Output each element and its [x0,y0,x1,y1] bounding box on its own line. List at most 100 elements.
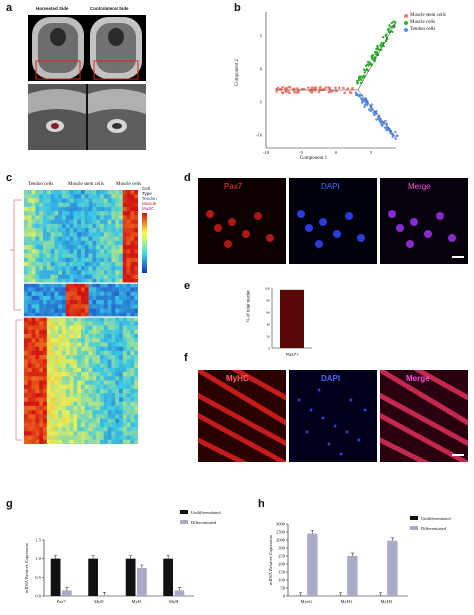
heatmap-cell [100,207,104,212]
heatmap-cell [58,342,62,347]
heatmap-cell [130,431,134,436]
heatmap-cell [35,347,39,352]
heatmap-cell [100,228,104,233]
heatmap-cell [104,215,108,220]
heatmap-cell [123,347,127,352]
heatmap-cell [54,342,58,347]
heatmap-cell [100,406,104,411]
heatmap-cell [134,402,138,407]
heatmap-cell [77,372,81,377]
heatmap-cell [62,359,66,364]
heatmap-cell [123,258,127,263]
heatmap-cell [39,389,43,394]
heatmap-cell [62,423,66,428]
heatmap-cell [24,292,28,297]
heatmap-cell [43,304,47,309]
heatmap-cell [108,266,112,271]
heatmap-cell [70,309,74,314]
heatmap-cell [66,368,70,373]
heatmap-cell [96,397,100,402]
heatmap-cell [111,406,115,411]
heatmap-cell [127,203,131,208]
heatmap-cell [43,194,47,199]
heatmap-cell [92,270,96,275]
heatmap-cell [32,309,36,314]
heatmap-cell [134,325,138,330]
heatmap-cell [81,232,85,237]
heatmap-cell [115,414,119,419]
heatmap-cell [77,232,81,237]
heatmap-cell [115,249,119,254]
heatmap-cell [92,287,96,292]
heatmap-cell [35,342,39,347]
heatmap-cell [119,406,123,411]
heatmap-cell [43,359,47,364]
heatmap-cell [111,317,115,322]
heatmap-cell [28,385,32,390]
stem-cell-point [334,86,337,89]
heatmap-cell [47,410,51,415]
heatmap-cell [47,194,51,199]
panel-label-f: f [184,352,188,364]
heatmap-cell [39,325,43,330]
heatmap-cell [130,393,134,398]
heatmap-cell [51,342,55,347]
heatmap-cell [35,364,39,369]
panel-label-g: g [6,498,13,510]
heatmap-cell [58,355,62,360]
heatmap-cell [47,393,51,398]
heatmap-cell [35,389,39,394]
heatmap-cell [96,368,100,373]
heatmap-cell [28,270,32,275]
heatmap-cell [73,254,77,259]
stem-cell-point [342,87,345,90]
tendon-cell-point [364,101,366,103]
heatmap-cell [73,262,77,267]
heatmap-cell [100,440,104,444]
heatmap-cell [54,296,58,301]
heatmap-cell [100,215,104,220]
heatmap-cell [92,410,96,415]
heatmap-cell [70,249,74,254]
e-xtick: Pax7+ [286,352,299,357]
heatmap-cell [127,427,131,432]
heatmap-cell [92,211,96,216]
heatmap-cell [70,393,74,398]
heatmap-cell [47,364,51,369]
heatmap-cell [35,254,39,259]
heatmap-cell [47,220,51,225]
stem-cell-point [313,88,316,91]
heatmap-cell [134,423,138,428]
heatmap-cell [81,385,85,390]
heatmap-cell [127,423,131,428]
heatmap-cell [108,351,112,356]
legend-muscle-cells: Muscle cells [404,19,446,26]
heatmap-cell [123,389,127,394]
heatmap-cell [85,406,89,411]
heatmap-cell [104,347,108,352]
heatmap-cell [43,245,47,250]
heatmap-cell [39,414,43,419]
heatmap-cell [54,309,58,314]
heatmap-cell [54,211,58,216]
heatmap-cell [70,254,74,259]
heatmap-cell [85,254,89,259]
heatmap-cell [119,275,123,280]
heatmap-cell [47,270,51,275]
heatmap-cell [115,376,119,381]
dapi-nuclei-f [289,370,377,462]
heatmap-cell [96,237,100,242]
heatmap-cell [123,194,127,199]
heatmap-cell [58,215,62,220]
heatmap-cell [32,376,36,381]
heatmap-cell [39,334,43,339]
heatmap-cell [62,385,66,390]
stem-cell-point [328,91,331,94]
heatmap-cell [51,228,55,233]
heatmap-cell [77,296,81,301]
bar-undifferentiated [51,559,61,596]
heatmap-cell [43,266,47,271]
heatmap-cell [32,292,36,297]
heatmap-cell [77,245,81,250]
